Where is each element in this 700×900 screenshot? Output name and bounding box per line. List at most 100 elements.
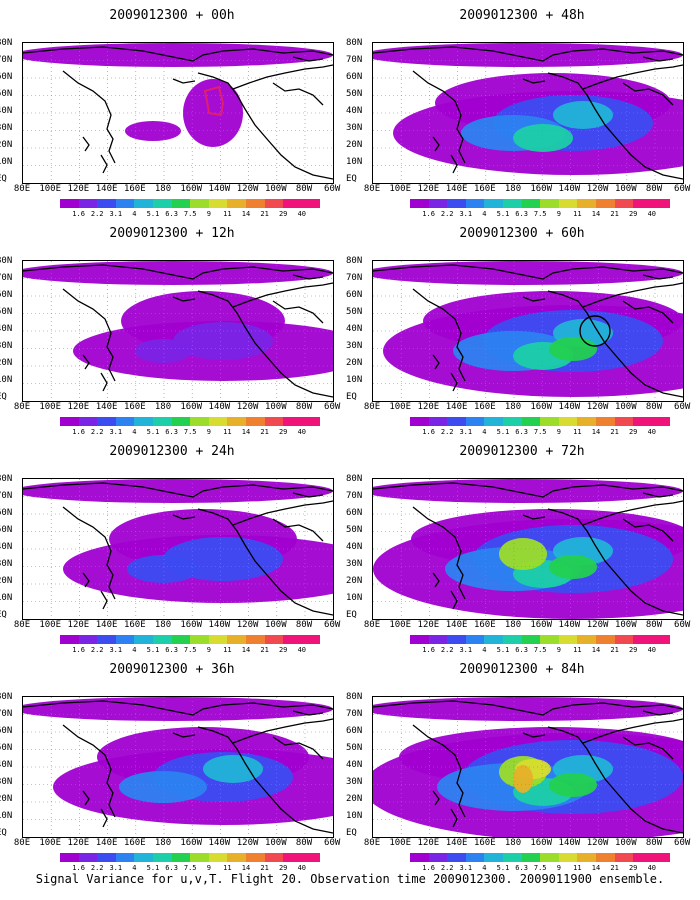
colorbar-swatch (134, 199, 153, 208)
colorbar-label: 40 (297, 210, 307, 218)
lon-tick-label: 160E (123, 402, 146, 412)
colorbar-label: 5.1 (146, 864, 160, 872)
colorbar-label: 4 (482, 864, 487, 872)
colorbar-swatch (78, 417, 98, 426)
colorbar-swatch (264, 635, 284, 644)
forecast-panel: 2009012300 + 24h 80N 70N 60N 50N 40N 30N 20N 10N… (0, 438, 342, 654)
lon-tick-label: 80W (295, 838, 313, 848)
coastline (547, 508, 683, 616)
colorbar-swatch (60, 199, 79, 208)
coastline (23, 264, 333, 280)
lat-tick-label: 20N (346, 794, 363, 804)
lat-tick-label: 60N (346, 508, 363, 518)
lon-tick-label: 120E (67, 402, 90, 412)
lon-tick-label: 100W (264, 838, 287, 848)
map-svg (23, 479, 333, 619)
colorbar-swatch (134, 853, 153, 862)
panel-title: 2009012300 + 60h (459, 226, 585, 241)
lon-tick-label: 80W (295, 184, 313, 194)
lon-tick-label: 80W (645, 838, 663, 848)
colorbar-swatch (283, 635, 302, 644)
colorbar-label: 6.3 (165, 646, 178, 654)
lat-tick-label: 30N (0, 123, 13, 133)
lon-tick-label: 100W (264, 620, 287, 630)
colorbar-swatch (410, 417, 429, 426)
lon-tick-label: 60W (674, 402, 691, 412)
colorbar-label: 9 (206, 210, 211, 218)
colorbar-swatch (410, 199, 429, 208)
lat-tick-label: 20N (346, 140, 363, 150)
colorbar-label: 6.3 (515, 428, 528, 436)
coastline (412, 288, 466, 382)
colorbar-swatch (521, 417, 541, 426)
colorbar-swatch (577, 853, 596, 862)
colorbar-label: 14 (591, 210, 601, 218)
colorbar-swatch (97, 853, 116, 862)
colorbar-label: 6.3 (515, 210, 528, 218)
lat-tick-label: 10N (346, 157, 363, 167)
colorbar-swatch (540, 199, 559, 208)
colorbar-label: 4 (132, 864, 137, 872)
coastline (23, 46, 333, 62)
colorbar-swatch (521, 635, 541, 644)
colorbar-swatch (577, 635, 596, 644)
colorbar-swatch (521, 199, 541, 208)
colorbar-swatch (283, 199, 302, 208)
lon-tick-label: 160W (530, 838, 553, 848)
lat-tick-label: 40N (346, 760, 363, 770)
lon-tick-label: 80E (363, 620, 381, 630)
coastline (82, 790, 108, 828)
map-area (372, 696, 684, 838)
coastline (582, 282, 683, 308)
colorbar-label: 3.1 (109, 210, 123, 218)
coastline (82, 572, 108, 610)
coastline (232, 500, 333, 526)
lon-tick-label: 80E (363, 184, 381, 194)
variance-shading (23, 479, 333, 503)
panel-title: 2009012300 + 12h (109, 226, 235, 241)
lat-tick-label: 20N (0, 140, 13, 150)
colorbar-swatch (502, 199, 522, 208)
colorbar-swatch (208, 853, 228, 862)
colorbar-swatch (283, 853, 302, 862)
colorbar-swatch (651, 853, 671, 862)
colorbar-label: 7.5 (533, 428, 547, 436)
variance-shading (23, 43, 333, 67)
colorbar-swatch (171, 853, 191, 862)
colorbar-swatch (633, 199, 652, 208)
coastline (373, 700, 683, 716)
coastline (232, 64, 333, 90)
colorbar-label: 1.6 (72, 646, 85, 654)
lat-tick-label: 70N (346, 55, 363, 65)
coastline (197, 290, 333, 398)
lat-tick-label: 20N (346, 358, 363, 368)
colorbar-label: 5.1 (496, 210, 510, 218)
lon-tick-label: 180 (154, 838, 172, 848)
panel-title: 2009012300 + 48h (459, 8, 585, 23)
colorbar-swatch (558, 853, 578, 862)
lat-tick-label: 60N (0, 72, 13, 82)
coastline (412, 724, 466, 818)
lon-tick-label: 180 (504, 402, 522, 412)
lon-tick-label: 160W (180, 838, 203, 848)
colorbar-swatch (502, 853, 522, 862)
colorbar-label: 14 (241, 210, 251, 218)
lon-tick-label: 160E (123, 620, 146, 630)
coastline (197, 72, 333, 180)
lat-tick-label: 70N (0, 273, 13, 283)
colorbar-swatch (60, 635, 79, 644)
lon-tick-label: 160W (180, 184, 203, 194)
coastline (172, 296, 196, 302)
lon-tick-label: 120E (417, 838, 440, 848)
colorbar-swatch (614, 417, 634, 426)
lon-tick-label: 80W (645, 402, 663, 412)
coastline (622, 56, 674, 106)
colorbar-label: 6.3 (165, 210, 178, 218)
coastline (582, 718, 683, 744)
colorbar-swatch (540, 417, 559, 426)
colorbar-swatch (60, 853, 79, 862)
colorbar-swatch (227, 199, 246, 208)
colorbar-swatch (171, 417, 191, 426)
lon-tick-label: 80E (13, 838, 31, 848)
colorbar-label: 11 (573, 210, 582, 218)
